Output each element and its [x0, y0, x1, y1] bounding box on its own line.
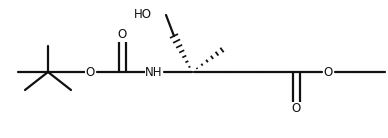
Text: O: O	[118, 29, 126, 42]
Text: NH: NH	[145, 66, 163, 79]
Text: O: O	[323, 66, 333, 79]
Text: HO: HO	[134, 9, 152, 22]
Text: O: O	[291, 103, 301, 116]
Text: O: O	[85, 66, 95, 79]
